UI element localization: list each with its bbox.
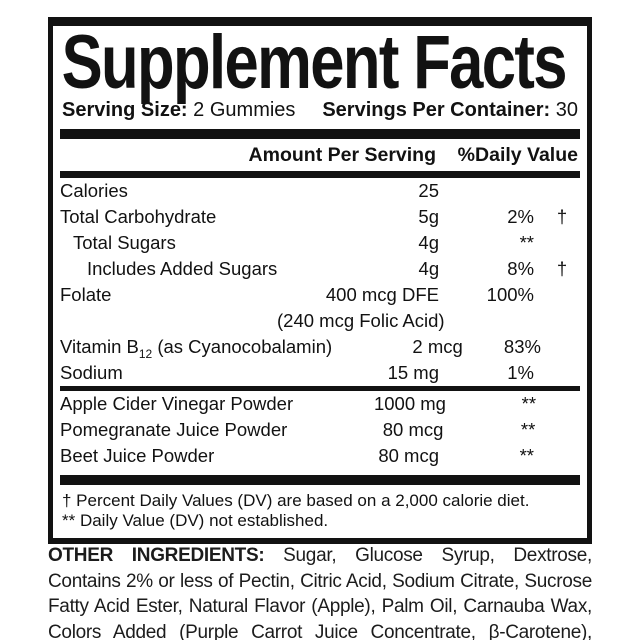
nutrient-amount: 25	[418, 180, 439, 201]
servings-per-container-value: 30	[555, 99, 578, 121]
table-row-apple-cider-vinegar: Apple Cider Vinegar Powder 1000 mg **	[60, 391, 580, 417]
nutrient-name: Includes Added Sugars	[87, 258, 278, 279]
serving-size-label: Serving Size:	[62, 99, 188, 121]
ingredient-amount: 80 mcg	[382, 419, 444, 440]
nutrient-amount: 2 mcg	[412, 336, 463, 357]
table-row-folate: Folate 400 mcg DFE 100%	[60, 282, 580, 308]
divider-blend-section	[60, 386, 580, 391]
nutrient-dagger: †	[556, 206, 568, 227]
divider-thick-bottom	[60, 475, 580, 485]
table-row-total-sugars: Total Sugars 4g **	[60, 230, 580, 256]
other-ingredients-text: Sugar, Glucose Syrup, Dextrose, Contains…	[48, 545, 592, 640]
nutrient-dv: 83%	[503, 336, 541, 357]
header-amount-per-serving: Amount Per Serving	[248, 144, 436, 166]
nutrient-dv: 1%	[507, 362, 534, 383]
nutrient-amount: 15 mg	[387, 362, 439, 383]
table-row-vitamin-b12: Vitamin B12 (as Cyanocobalamin) 2 mcg 83…	[60, 334, 580, 360]
other-ingredients-label: OTHER INGREDIENTS:	[48, 545, 265, 566]
nutrient-amount: 400 mcg DFE	[325, 284, 439, 305]
table-row-folic-acid-note: (240 mcg Folic Acid)	[60, 308, 580, 334]
serving-size-value: 2 Gummies	[193, 99, 296, 121]
divider-thick-top	[60, 129, 580, 139]
ingredient-amount: 80 mcg	[378, 445, 439, 466]
header-daily-value: %Daily Value	[457, 144, 578, 166]
nutrient-amount: 4g	[418, 258, 440, 279]
nutrient-amount: 4g	[418, 232, 439, 253]
ingredient-dv: **	[519, 445, 534, 466]
table-row-total-carbohydrate: Total Carbohydrate 5g 2% †	[60, 204, 580, 230]
nutrient-name: Vitamin B12 (as Cyanocobalamin)	[60, 336, 333, 361]
table-row-beet-juice: Beet Juice Powder 80 mcg **	[60, 443, 580, 469]
not-established-footnote: ** Daily Value (DV) not established.	[62, 510, 329, 530]
nutrient-amount: 5g	[418, 206, 439, 227]
serving-size: Serving Size: 2 Gummies	[62, 99, 295, 122]
ingredient-dv: **	[520, 419, 536, 440]
servings-per-container: Servings Per Container: 30	[322, 99, 578, 122]
daily-value-footnote: † Percent Daily Values (DV) are based on…	[62, 491, 530, 510]
ingredient-dv: **	[521, 393, 537, 414]
table-row-added-sugars: Includes Added Sugars 4g 8% †	[60, 256, 580, 282]
nutrient-dv: 8%	[507, 258, 535, 279]
ingredient-name: Apple Cider Vinegar Powder	[60, 393, 294, 414]
serving-info-row: Serving Size: 2 Gummies Servings Per Con…	[60, 98, 580, 129]
nutrient-name: Sodium	[60, 362, 123, 383]
nutrient-dv: **	[519, 232, 534, 253]
nutrient-name: Folate	[60, 284, 112, 305]
table-row-sodium: Sodium 15 mg 1%	[60, 360, 580, 386]
divider-below-header	[60, 171, 580, 178]
panel-title: Supplement Facts	[61, 19, 568, 105]
b12-subscript: 12	[138, 347, 153, 361]
nutrient-amount: (240 mcg Folic Acid)	[277, 310, 445, 331]
ingredient-amount: 1000 mg	[373, 393, 446, 414]
servings-per-container-label: Servings Per Container:	[322, 99, 551, 121]
supplement-facts-panel: Supplement Facts Serving Size: 2 Gummies…	[48, 17, 592, 544]
ingredient-name: Pomegranate Juice Powder	[60, 419, 288, 440]
ingredient-name: Beet Juice Powder	[60, 445, 215, 466]
table-row-calories: Calories 25	[60, 178, 580, 204]
nutrient-dagger: †	[556, 258, 568, 279]
nutrient-dv: 2%	[507, 206, 534, 227]
nutrient-name: Total Carbohydrate	[60, 206, 217, 227]
table-row-pomegranate-juice: Pomegranate Juice Powder 80 mcg **	[60, 417, 580, 443]
nutrient-name: Total Sugars	[73, 232, 176, 253]
table-header-row: Amount Per Serving %Daily Value	[60, 139, 580, 171]
nutrient-name: Calories	[60, 180, 128, 201]
other-ingredients-paragraph: OTHER INGREDIENTS: Sugar, Glucose Syrup,…	[48, 543, 592, 640]
nutrient-dv: 100%	[486, 284, 534, 305]
footnotes: † Percent Daily Values (DV) are based on…	[60, 485, 580, 538]
